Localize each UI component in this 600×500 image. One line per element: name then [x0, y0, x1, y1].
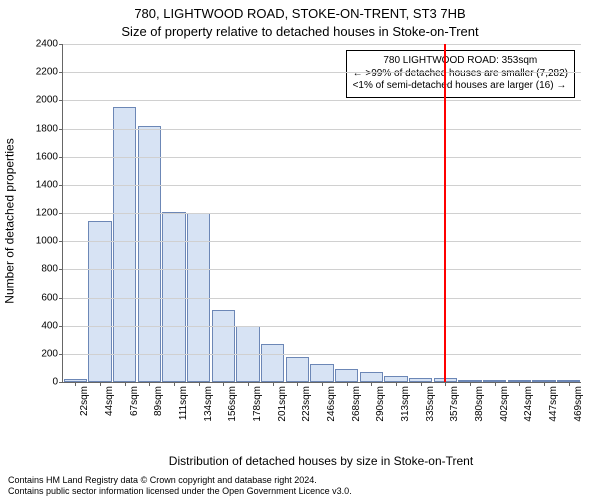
property-marker-line: [444, 44, 446, 382]
x-tick-label: 402sqm: [499, 386, 510, 422]
x-tickmark: [297, 382, 298, 386]
annotation-line3: <1% of semi-detached houses are larger (…: [353, 80, 568, 93]
annotation-box: 780 LIGHTWOOD ROAD: 353sqm ← >99% of det…: [346, 50, 575, 98]
x-tick-label: 223sqm: [301, 386, 312, 422]
x-tick-label: 44sqm: [104, 386, 115, 416]
x-tickmark: [199, 382, 200, 386]
x-tickmark: [100, 382, 101, 386]
x-tickmark: [519, 382, 520, 386]
x-tickmark: [347, 382, 348, 386]
x-tick-label: 380sqm: [474, 386, 485, 422]
x-tick-label: 22sqm: [79, 386, 90, 416]
y-tick-label: 2000: [36, 95, 63, 106]
chart-title-line2: Size of property relative to detached ho…: [0, 24, 600, 39]
bar: [212, 310, 235, 382]
x-tickmark: [495, 382, 496, 386]
bar: [286, 357, 309, 382]
x-tickmark: [396, 382, 397, 386]
x-tick-label: 89sqm: [153, 386, 164, 416]
x-tick-label: 469sqm: [573, 386, 584, 422]
gridline: [63, 44, 581, 45]
x-tickmark: [248, 382, 249, 386]
x-tickmark: [569, 382, 570, 386]
x-tickmark: [421, 382, 422, 386]
x-tickmark: [544, 382, 545, 386]
x-tickmark: [75, 382, 76, 386]
gridline: [63, 213, 581, 214]
y-tick-label: 1600: [36, 151, 63, 162]
plot-area: 780 LIGHTWOOD ROAD: 353sqm ← >99% of det…: [62, 44, 581, 383]
y-tick-label: 1200: [36, 208, 63, 219]
x-tickmark: [125, 382, 126, 386]
footer-line1: Contains HM Land Registry data © Crown c…: [8, 475, 352, 485]
gridline: [63, 298, 581, 299]
x-tickmark: [223, 382, 224, 386]
x-tickmark: [470, 382, 471, 386]
bar: [360, 372, 383, 382]
y-tick-label: 600: [41, 292, 63, 303]
y-tick-label: 200: [41, 348, 63, 359]
x-tick-label: 201sqm: [277, 386, 288, 422]
y-axis-label: Number of detached properties: [2, 60, 18, 382]
x-tickmark: [273, 382, 274, 386]
x-tickmark: [322, 382, 323, 386]
y-tick-label: 400: [41, 320, 63, 331]
x-tickmark: [445, 382, 446, 386]
bar: [261, 344, 284, 382]
gridline: [63, 129, 581, 130]
y-axis-label-text: Number of detached properties: [3, 138, 17, 303]
bar: [310, 364, 333, 382]
bar: [88, 221, 111, 382]
gridline: [63, 72, 581, 73]
footer-line2: Contains public sector information licen…: [8, 486, 352, 496]
bar: [335, 369, 358, 382]
gridline: [63, 354, 581, 355]
gridline: [63, 269, 581, 270]
x-tickmark: [174, 382, 175, 386]
x-tick-label: 357sqm: [449, 386, 460, 422]
y-tick-label: 2400: [36, 39, 63, 50]
x-tick-label: 313sqm: [400, 386, 411, 422]
y-tick-label: 2200: [36, 67, 63, 78]
y-tick-label: 1400: [36, 179, 63, 190]
gridline: [63, 157, 581, 158]
y-tick-label: 1000: [36, 236, 63, 247]
gridline: [63, 326, 581, 327]
x-tick-label: 156sqm: [227, 386, 238, 422]
x-tick-label: 246sqm: [326, 386, 337, 422]
bar: [113, 107, 136, 382]
footer-attribution: Contains HM Land Registry data © Crown c…: [8, 475, 352, 496]
gridline: [63, 241, 581, 242]
y-tick-label: 0: [52, 377, 63, 388]
annotation-line1: 780 LIGHTWOOD ROAD: 353sqm: [353, 55, 568, 68]
x-tickmark: [149, 382, 150, 386]
y-tick-label: 1800: [36, 123, 63, 134]
x-tick-label: 290sqm: [375, 386, 386, 422]
bar: [138, 126, 161, 382]
x-tick-label: 424sqm: [523, 386, 534, 422]
chart-title-line1: 780, LIGHTWOOD ROAD, STOKE-ON-TRENT, ST3…: [0, 6, 600, 21]
gridline: [63, 100, 581, 101]
y-tick-label: 800: [41, 264, 63, 275]
x-tick-label: 447sqm: [548, 386, 559, 422]
x-tick-label: 134sqm: [203, 386, 214, 422]
x-axis-label: Distribution of detached houses by size …: [62, 454, 580, 468]
x-tick-label: 335sqm: [425, 386, 436, 422]
x-tick-label: 268sqm: [351, 386, 362, 422]
annotation-line2: ← >99% of detached houses are smaller (7…: [353, 68, 568, 81]
gridline: [63, 185, 581, 186]
x-tick-label: 111sqm: [178, 386, 189, 420]
x-tick-label: 67sqm: [129, 386, 140, 416]
x-tick-label: 178sqm: [252, 386, 263, 422]
x-tickmark: [371, 382, 372, 386]
chart-container: { "title_line1": "780, LIGHTWOOD ROAD, S…: [0, 0, 600, 500]
